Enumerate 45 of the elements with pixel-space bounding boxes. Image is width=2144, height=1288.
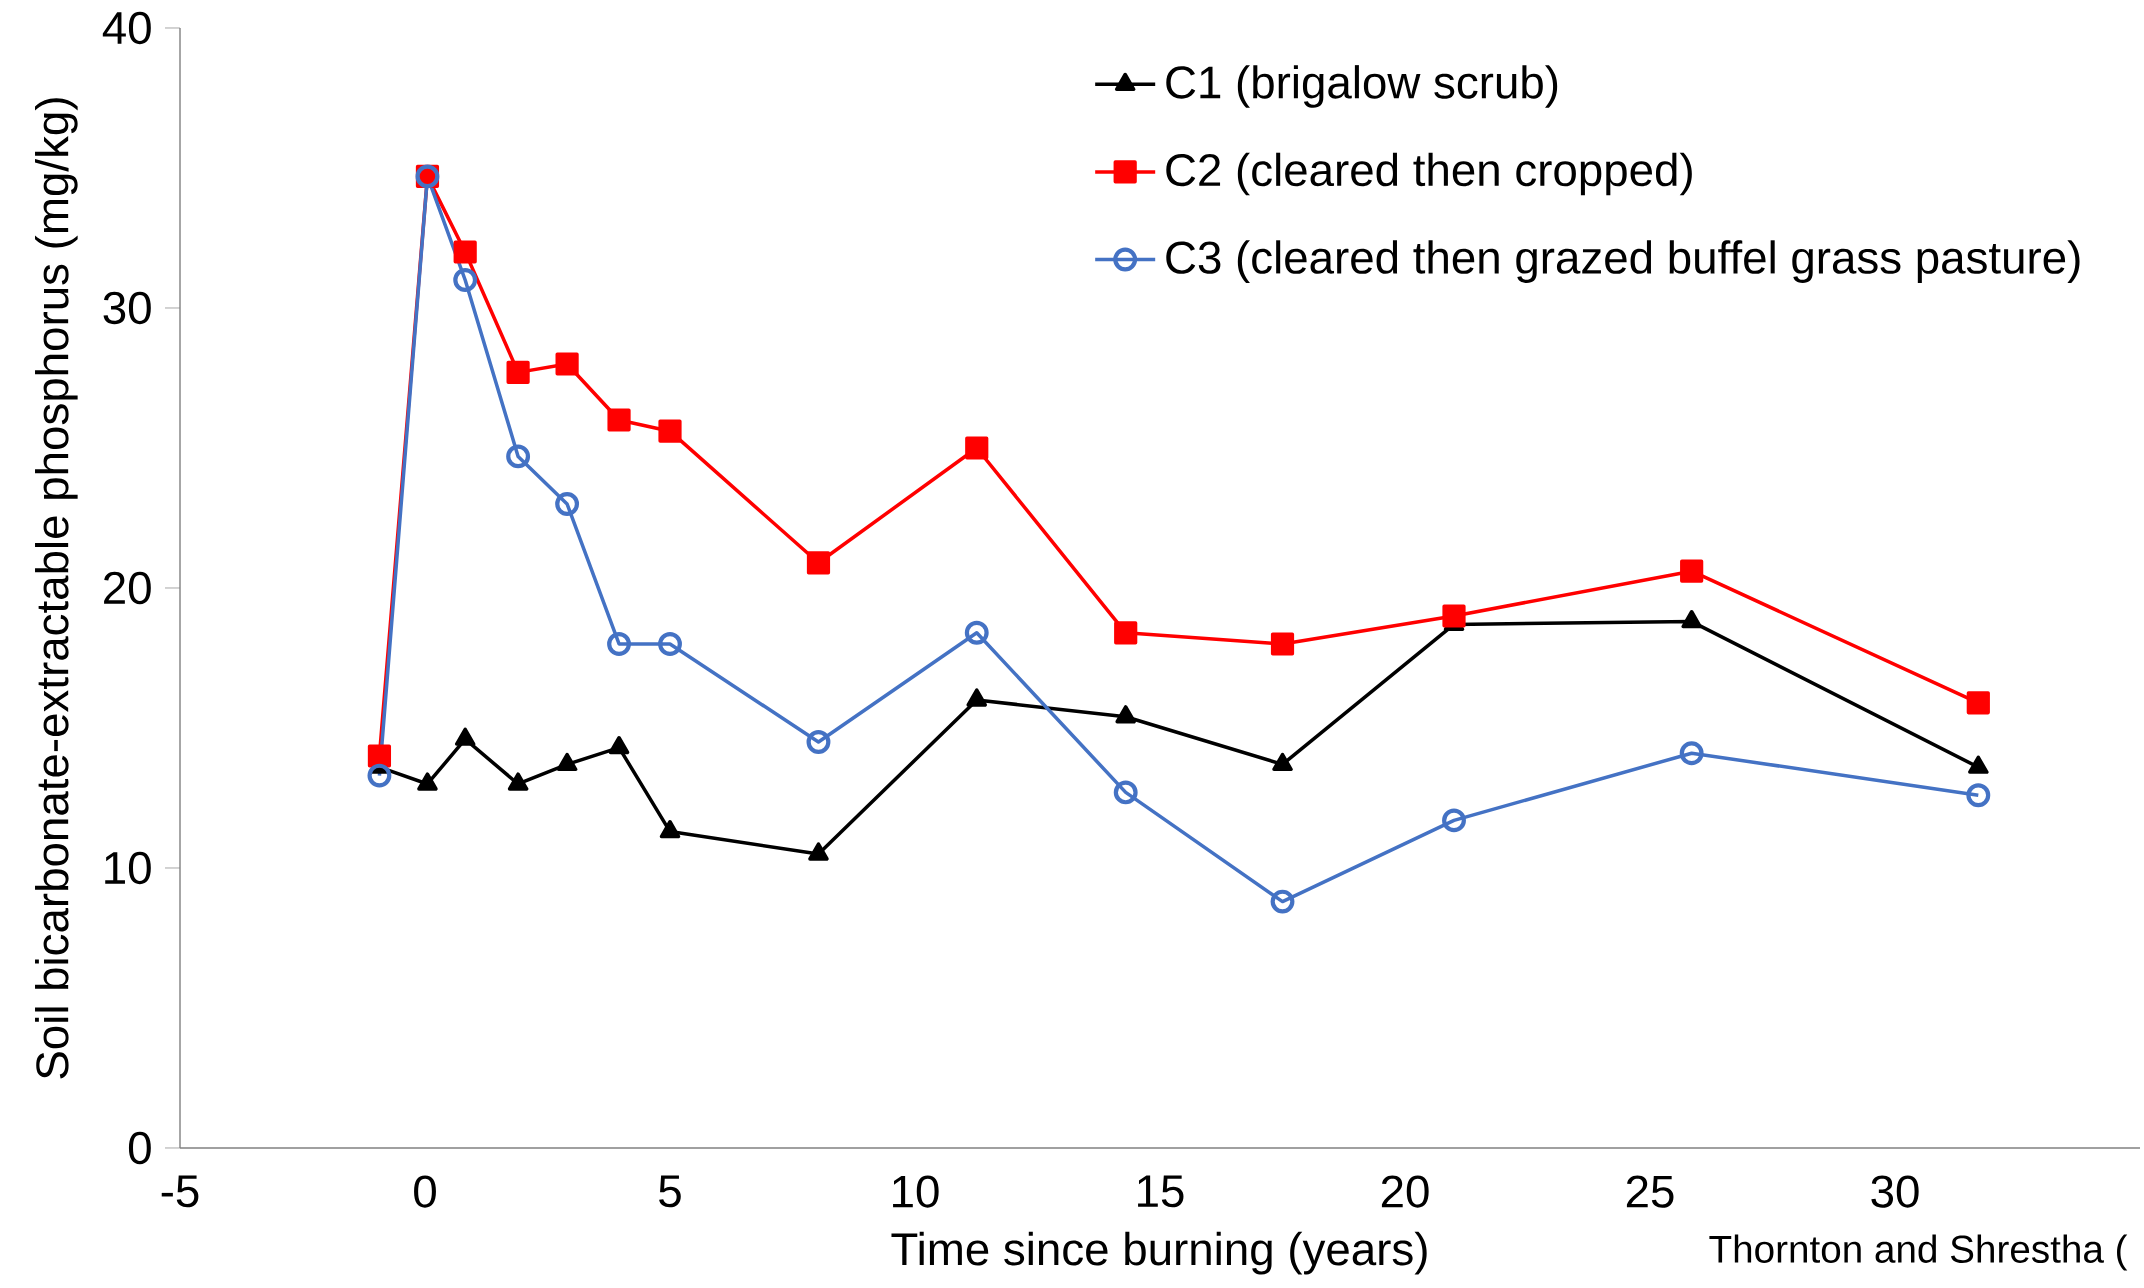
point xyxy=(658,419,682,443)
point xyxy=(453,268,478,292)
x-tick-label: 10 xyxy=(893,1175,939,1208)
point xyxy=(453,240,477,264)
point xyxy=(506,444,531,469)
x-tick-label: 5 xyxy=(659,1175,681,1208)
x-tick-label: 0 xyxy=(414,1175,436,1208)
point xyxy=(506,360,530,384)
point xyxy=(1680,559,1704,583)
point xyxy=(1114,621,1138,645)
point xyxy=(964,620,989,645)
point xyxy=(367,744,392,768)
point xyxy=(1270,632,1295,656)
point xyxy=(1679,741,1704,766)
point xyxy=(607,632,631,656)
legend-label: C2 (cleared then cropped) xyxy=(1166,152,1692,196)
y-axis-title: Soil bicarbonate-extractable phosphorus (mg/kg) xyxy=(35,98,78,1079)
point xyxy=(1966,691,1990,715)
x-tick-label: 20 xyxy=(1381,1175,1429,1208)
x-tick-label: 30 xyxy=(1871,1175,1919,1208)
point xyxy=(555,492,580,516)
point xyxy=(965,436,989,460)
x-tick-label: 15 xyxy=(1138,1175,1184,1208)
y-tick-label: 20 xyxy=(104,571,151,605)
point xyxy=(1442,808,1466,833)
point xyxy=(1270,889,1295,914)
point xyxy=(607,408,631,432)
point xyxy=(1966,783,1991,808)
text: Thornton and Shrestha ( xyxy=(1709,1234,2128,1271)
x-tick-label: 25 xyxy=(1626,1175,1674,1208)
point xyxy=(367,763,392,788)
legend-label: C3 (cleared then grazed buffel grass pasture) xyxy=(1166,240,2080,283)
y-tick-label: 40 xyxy=(102,11,151,45)
y-tick-label: 0 xyxy=(128,1131,151,1165)
point xyxy=(806,730,831,754)
x-axis-title: Time since burning (years) xyxy=(891,1231,1427,1275)
legend-label: C1 (brigalow scrub) xyxy=(1166,65,1558,108)
y-tick-label: 10 xyxy=(105,851,151,885)
point xyxy=(1113,780,1138,805)
point xyxy=(806,551,831,575)
point xyxy=(1442,604,1466,628)
point xyxy=(555,352,579,376)
point xyxy=(658,632,682,656)
x-tick-label: -5 xyxy=(161,1175,199,1208)
y-tick-label: 30 xyxy=(103,291,151,325)
